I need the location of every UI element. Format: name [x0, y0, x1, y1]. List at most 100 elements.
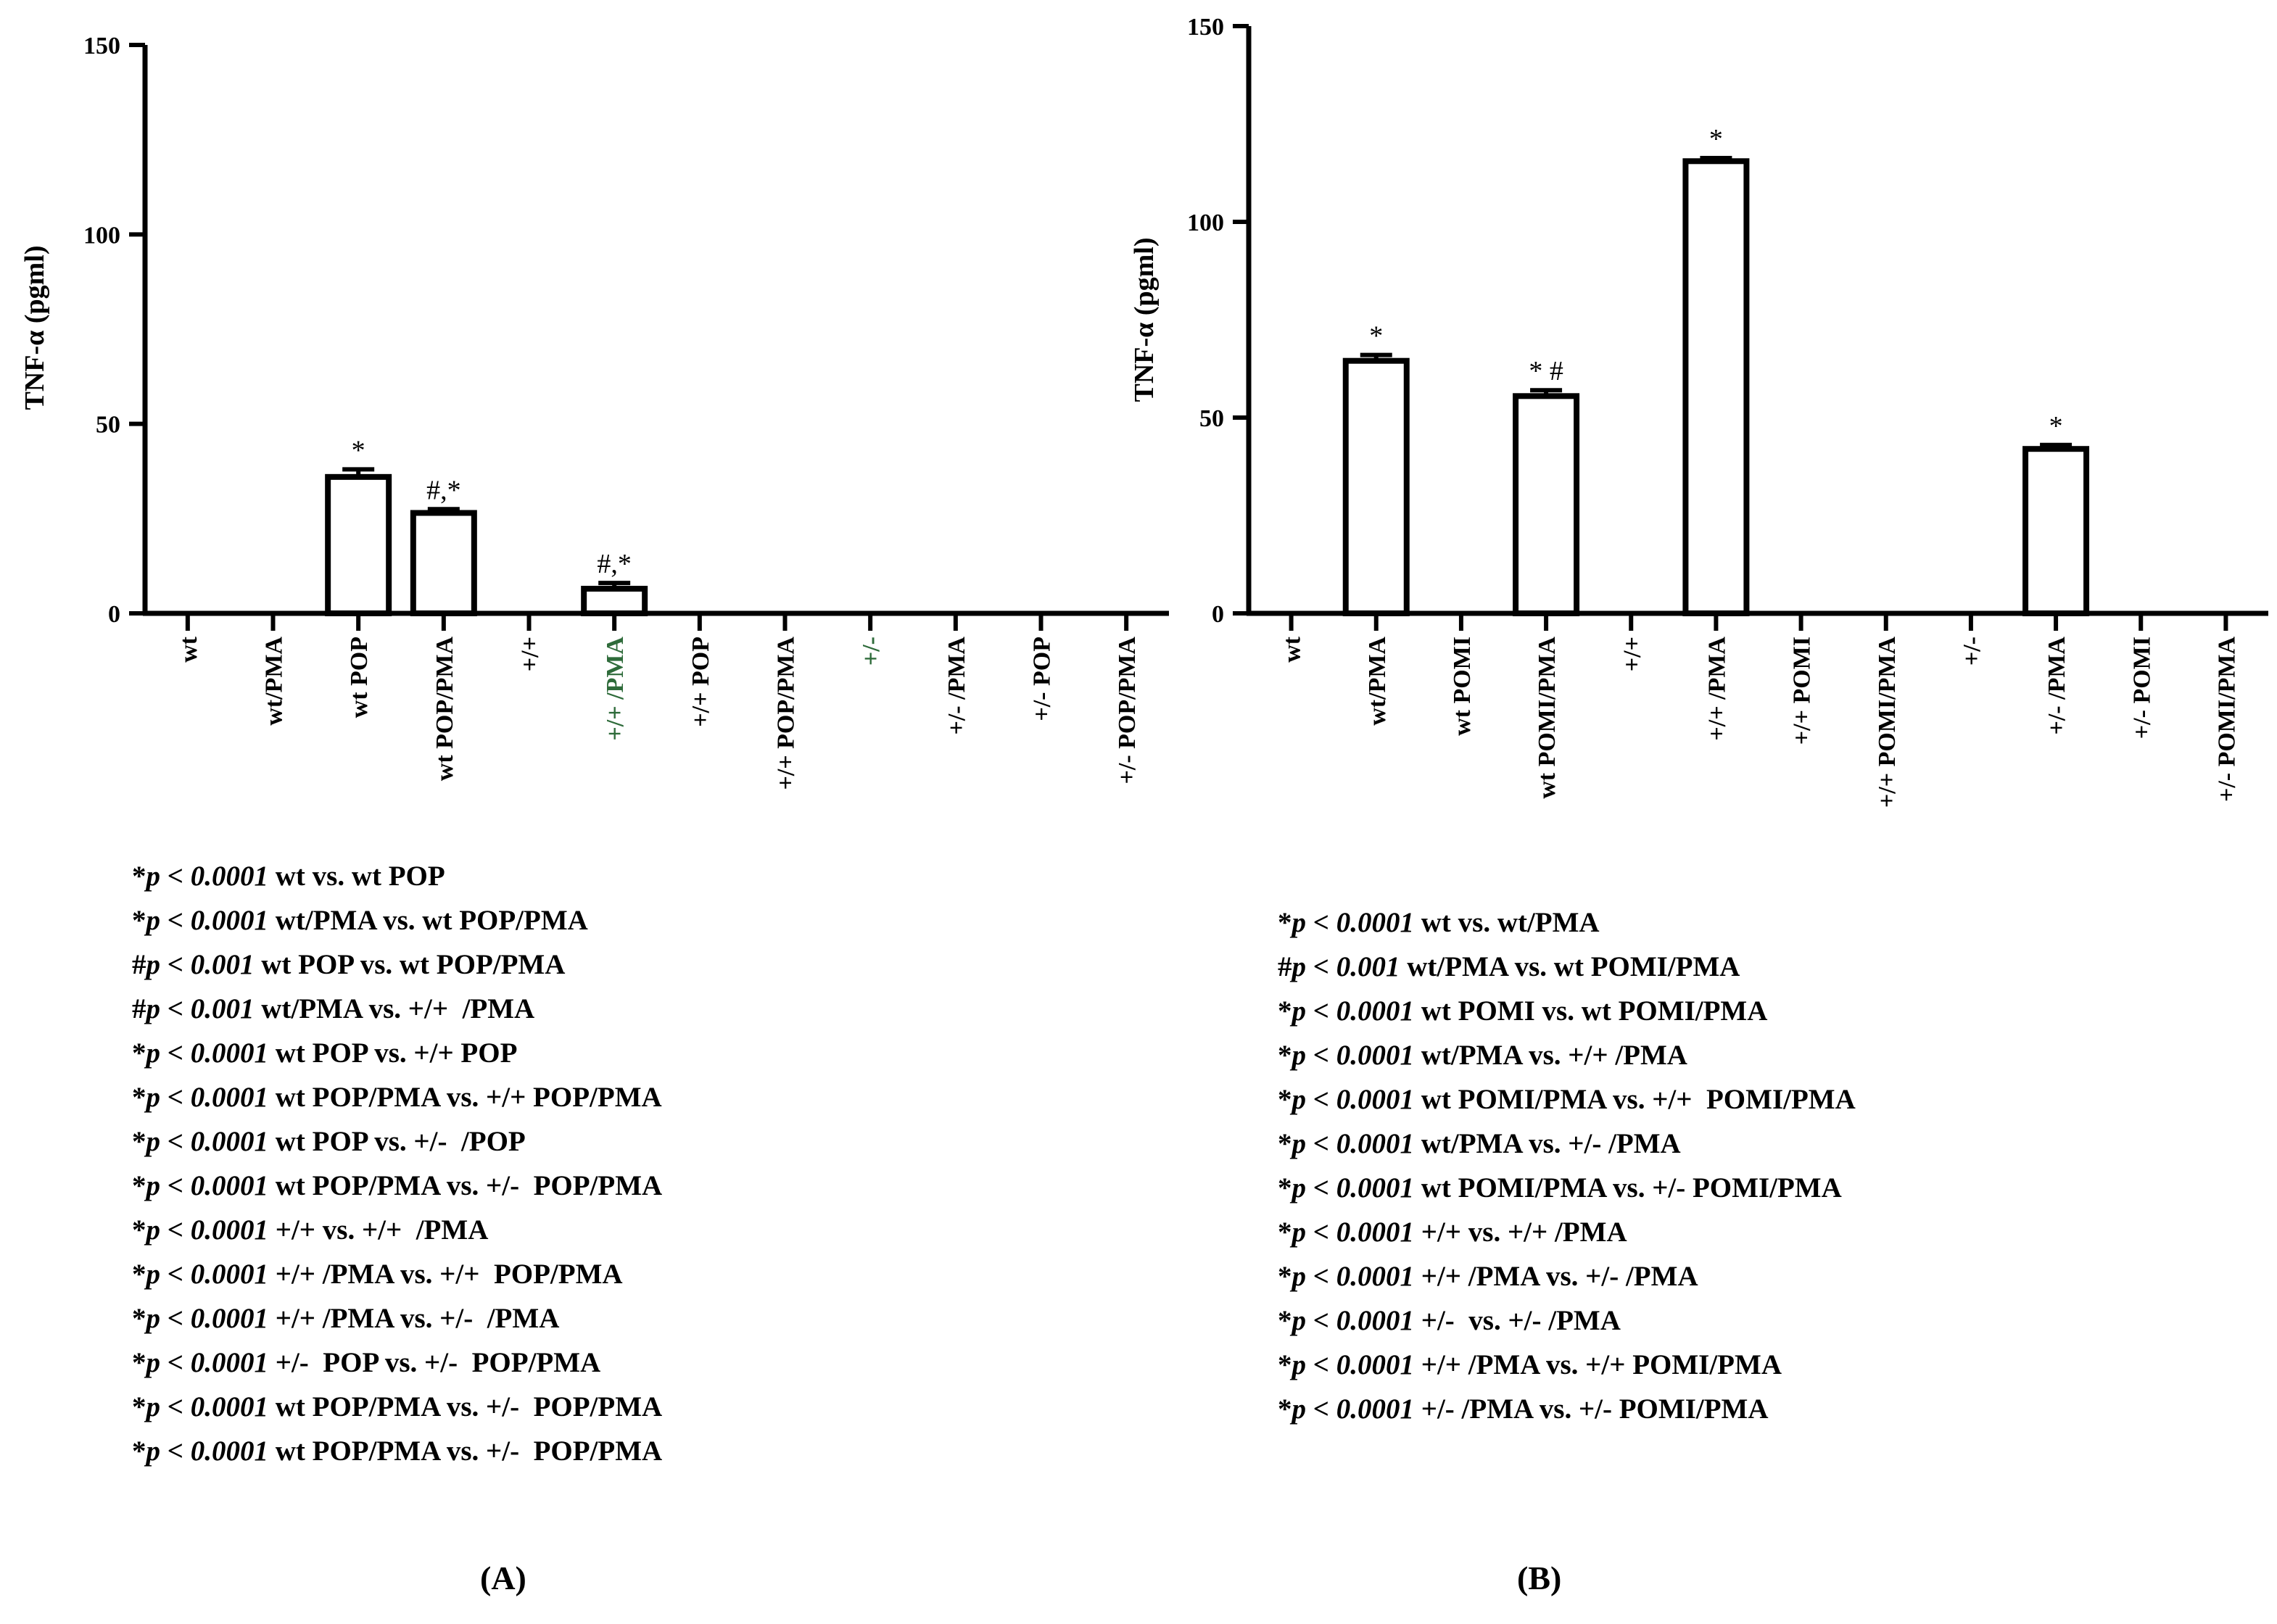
stats-p-value: p < 0.0001	[146, 861, 268, 892]
bar	[1682, 158, 1750, 617]
stats-symbol: *	[132, 1259, 146, 1290]
y-tick-label: 100	[1187, 210, 1224, 236]
stats-symbol: *	[132, 1037, 146, 1069]
stats-symbol: *	[132, 905, 146, 936]
stats-symbol: #	[132, 949, 146, 980]
stats-p-value: p < 0.0001	[1292, 1128, 1414, 1159]
stats-p-value: p < 0.0001	[1292, 995, 1414, 1027]
category-label: +/- POP/PMA	[1114, 637, 1141, 784]
stats-symbol: *	[132, 1170, 146, 1201]
stats-comparison: wt POP/PMA vs. +/- POP/PMA	[268, 1436, 663, 1467]
category-label: wt	[1279, 636, 1306, 663]
stats-line: *p < 0.0001 wt POMI/PMA vs. +/- POMI/PMA	[1278, 1166, 1856, 1210]
stats-p-value: p < 0.0001	[146, 1259, 268, 1290]
stats-comparison: wt POMI vs. wt POMI/PMA	[1413, 995, 1768, 1027]
stats-symbol: *	[1278, 1217, 1292, 1248]
stats-line: #p < 0.001 wt POP vs. wt POP/PMA	[132, 942, 662, 987]
stats-p-value: p < 0.0001	[146, 905, 268, 936]
panel-b-label: (B)	[1517, 1559, 1562, 1596]
stats-line: #p < 0.001 wt/PMA vs. +/+ /PMA	[132, 987, 662, 1031]
y-tick-label: 100	[83, 222, 120, 249]
stats-p-value: p < 0.0001	[146, 1037, 268, 1069]
stats-line: *p < 0.0001 wt vs. wt POP	[132, 854, 662, 898]
stats-line: *p < 0.0001 wt POP/PMA vs. +/- POP/PMA	[132, 1429, 662, 1473]
category-label: +/- POP	[1029, 637, 1056, 721]
bar	[581, 586, 648, 617]
y-tick-label: 150	[83, 33, 120, 59]
stats-symbol: *	[1278, 1349, 1292, 1380]
stats-symbol: *	[1278, 995, 1292, 1027]
stats-p-value: p < 0.0001	[146, 1170, 268, 1201]
stats-symbol: *	[132, 1303, 146, 1334]
stats-symbol: *	[132, 1082, 146, 1113]
stats-line: *p < 0.0001 wt POP vs. +/+ POP	[132, 1031, 662, 1075]
stats-line: *p < 0.0001 +/- vs. +/- /PMA	[1278, 1298, 1856, 1343]
stats-symbol: *	[132, 1391, 146, 1422]
stats-comparison: wt/PMA vs. wt POP/PMA	[268, 905, 588, 936]
panel-a-stats-list: *p < 0.0001 wt vs. wt POP *p < 0.0001 wt/…	[132, 854, 662, 1473]
category-label: wt POMI	[1449, 637, 1476, 736]
stats-symbol: *	[132, 1436, 146, 1467]
stats-line: #p < 0.001 wt/PMA vs. wt POMI/PMA	[1278, 945, 1856, 989]
bar	[2022, 446, 2090, 617]
stats-comparison: wt POP vs. wt POP/PMA	[254, 949, 566, 980]
stats-line: *p < 0.0001 +/+ /PMA vs. +/- /PMA	[132, 1296, 662, 1341]
panel-b-chart: 0 50 100 150 TNF-α (pgml) wt * wt/PMA wt POMI * #…	[1129, 14, 2268, 808]
stats-line: *p < 0.0001 +/+ vs. +/+ /PMA	[1278, 1210, 1856, 1254]
stats-line: *p < 0.0001 wt POP/PMA vs. +/- POP/PMA	[132, 1385, 662, 1429]
stats-line: *p < 0.0001 +/- POP vs. +/- POP/PMA	[132, 1341, 662, 1385]
stats-comparison: +/+ /PMA vs. +/+ POP/PMA	[268, 1259, 623, 1290]
significance-mark: * #	[1529, 356, 1563, 386]
stats-comparison: wt POP vs. +/+ POP	[268, 1037, 518, 1069]
stats-p-value: p < 0.0001	[146, 1214, 268, 1246]
stats-line: *p < 0.0001 wt POMI vs. wt POMI/PMA	[1278, 989, 1856, 1033]
stats-line: *p < 0.0001 wt POMI/PMA vs. +/+ POMI/PMA	[1278, 1077, 1856, 1122]
stats-comparison: +/+ /PMA vs. +/+ POMI/PMA	[1413, 1349, 1782, 1380]
stats-symbol: #	[132, 993, 146, 1024]
stats-p-value: p < 0.0001	[1292, 1305, 1414, 1336]
stats-comparison: wt vs. wt POP	[268, 861, 445, 892]
panel-a-chart: 0 50 100 150 TNF-α (pgml) wt wt/PMA * wt POP #,* w…	[20, 33, 1169, 790]
category-label: +/+ POMI	[1789, 637, 1816, 745]
stats-comparison: wt/PMA vs. +/+ /PMA	[254, 993, 535, 1024]
significance-mark: *	[2049, 411, 2063, 442]
bar	[410, 510, 477, 617]
stats-comparison: +/+ /PMA vs. +/- /PMA	[1413, 1261, 1698, 1292]
category-label: +/+ POP/PMA	[773, 637, 800, 790]
category-label: +/-	[858, 637, 885, 666]
stats-comparison: wt/PMA vs. wt POMI/PMA	[1400, 951, 1740, 982]
category-label: +/- POMI/PMA	[2213, 637, 2240, 802]
stats-p-value: p < 0.0001	[1292, 1172, 1414, 1204]
stats-symbol: *	[1278, 1128, 1292, 1159]
stats-line: *p < 0.0001 wt/PMA vs. +/- /PMA	[1278, 1122, 1856, 1166]
stats-p-value: p < 0.0001	[146, 1436, 268, 1467]
stats-line: *p < 0.0001 +/+ /PMA vs. +/+ POMI/PMA	[1278, 1343, 1856, 1387]
stats-line: *p < 0.0001 +/+ /PMA vs. +/+ POP/PMA	[132, 1252, 662, 1296]
significance-mark: *	[1709, 124, 1723, 154]
stats-comparison: wt/PMA vs. +/+ /PMA	[1413, 1040, 1687, 1071]
bar	[1342, 357, 1410, 616]
stats-line: *p < 0.0001 wt vs. wt/PMA	[1278, 900, 1856, 945]
category-label: +/+ POMI/PMA	[1874, 637, 1901, 808]
category-label: +/+	[1619, 637, 1645, 671]
y-tick-label: 0	[1212, 601, 1224, 628]
stats-symbol: *	[132, 861, 146, 892]
category-label: +/- POMI	[2128, 637, 2155, 739]
category-label: wt/PMA	[261, 637, 288, 726]
stats-symbol: *	[132, 1347, 146, 1378]
y-tick-label: 50	[1199, 405, 1224, 432]
stats-line: *p < 0.0001 +/- /PMA vs. +/- POMI/PMA	[1278, 1387, 1856, 1431]
significance-mark: #,*	[426, 475, 461, 505]
category-label: +/+ POP	[687, 637, 714, 727]
stats-p-value: p < 0.0001	[146, 1303, 268, 1334]
stats-line: *p < 0.0001 wt/PMA vs. wt POP/PMA	[132, 898, 662, 942]
stats-comparison: +/+ vs. +/+ /PMA	[268, 1214, 489, 1246]
stats-comparison: wt/PMA vs. +/- /PMA	[1413, 1128, 1681, 1159]
stats-p-value: p < 0.0001	[146, 1082, 268, 1113]
stats-comparison: wt POMI/PMA vs. +/+ POMI/PMA	[1413, 1084, 1856, 1115]
significance-mark: #,*	[597, 549, 632, 579]
significance-mark: *	[352, 435, 365, 465]
stats-comparison: +/+ vs. +/+ /PMA	[1413, 1217, 1627, 1248]
bar	[325, 473, 392, 617]
category-label: +/+ /PMA	[602, 637, 629, 741]
